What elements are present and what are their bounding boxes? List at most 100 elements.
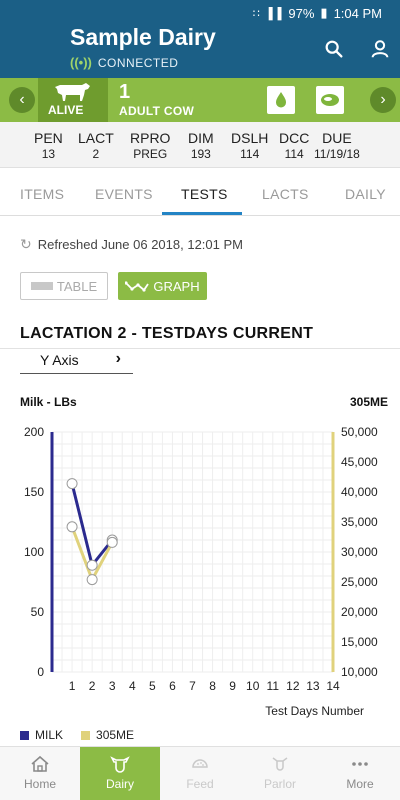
left-tick-label: 0 <box>37 665 44 679</box>
left-tick-label: 150 <box>24 485 44 499</box>
nav-more[interactable]: More <box>320 747 400 800</box>
x-tick-label: 9 <box>229 679 236 693</box>
app-title: Sample Dairy <box>70 24 216 50</box>
stat-dslh: DSLH 114 <box>231 130 269 161</box>
signal-icon: ∷ ▐▐ <box>252 7 283 20</box>
tab-events[interactable]: EVENTS <box>95 186 153 202</box>
stat-due: DUE 11/19/18 <box>314 130 360 161</box>
data-point-305me <box>86 574 98 586</box>
feed-icon <box>192 759 208 768</box>
animal-status: ALIVE <box>48 103 84 117</box>
stat-dcc: DCC 114 <box>279 130 310 161</box>
animal-status-block: ALIVE <box>38 78 108 122</box>
tab-bar: ITEMS EVENTS TESTS LACTS DAILY <box>0 172 400 216</box>
active-tab-indicator <box>162 212 242 215</box>
stat-pen: PEN 13 <box>34 130 63 161</box>
broadcast-icon: ((•)) <box>70 55 92 70</box>
more-icon <box>352 762 368 766</box>
data-point-milk <box>66 478 78 490</box>
x-tick-label: 10 <box>246 679 260 693</box>
nav-dairy-label: Dairy <box>105 777 134 791</box>
nav-more-label: More <box>346 777 374 791</box>
legend-swatch-305me <box>81 730 91 740</box>
graph-view-button[interactable]: GRAPH <box>118 272 207 300</box>
search-icon[interactable] <box>323 38 345 60</box>
left-axis-title: Milk - LBs <box>20 395 77 409</box>
graph-icon <box>125 281 150 292</box>
divider <box>0 348 400 349</box>
status-bar: ∷ ▐▐ 97% ▮ 1:04 PM <box>253 5 382 21</box>
right-tick-label: 10,000 <box>341 665 378 679</box>
battery-level: 97% <box>288 5 315 21</box>
tab-lacts[interactable]: LACTS <box>262 186 309 202</box>
right-tick-label: 35,000 <box>341 515 378 529</box>
animal-type: ADULT COW <box>119 104 195 118</box>
right-axis-title: 305ME <box>349 395 388 409</box>
stat-dim: DIM 193 <box>188 130 214 161</box>
x-tick-label: 11 <box>267 679 280 693</box>
water-drop-button[interactable] <box>267 86 295 114</box>
legend-item-305me: 305ME <box>81 728 134 742</box>
x-tick-label: 1 <box>69 679 76 693</box>
nav-feed-label: Feed <box>186 777 214 791</box>
left-tick-label: 100 <box>24 545 44 559</box>
x-tick-label: 12 <box>286 679 300 693</box>
test-days-chart: 0 50 100 150 200 10,000 15,000 20,000 25,000 30,0… <box>24 425 378 693</box>
connection-status: ((•)) CONNECTED <box>70 55 178 70</box>
parlor-icon <box>272 757 288 771</box>
app-header: ∷ ▐▐ 97% ▮ 1:04 PM Sample Dairy ((•)) CO… <box>0 0 400 78</box>
feed-sample-icon <box>321 94 339 106</box>
table-view-label: TABLE <box>56 278 98 294</box>
chart-legend: MILK 305ME <box>20 728 134 742</box>
right-tick-label: 20,000 <box>341 605 378 619</box>
nav-parlor-label: Parlor <box>263 777 296 791</box>
right-tick-label: 40,000 <box>341 485 378 499</box>
x-tick-label: 8 <box>209 679 216 693</box>
x-axis-title: Test Days Number <box>265 704 364 718</box>
refresh-icon[interactable]: ↻ <box>20 236 32 252</box>
refreshed-text: Refreshed June 06 2018, 12:01 PM <box>37 237 243 252</box>
nav-parlor[interactable]: Parlor <box>240 747 320 800</box>
y-axis-selector-label: Y Axis <box>40 352 79 368</box>
nav-home-label: Home <box>23 777 56 791</box>
tab-items[interactable]: ITEMS <box>20 186 65 202</box>
y-axis-selector[interactable]: Y Axis › <box>20 350 133 374</box>
cow-icon <box>55 83 90 101</box>
animal-stats: PEN 13 LACT 2 RPRO PREG DIM 193 DSLH 114 DCC 1… <box>0 122 400 168</box>
data-point-305me <box>106 536 118 548</box>
chevron-right-icon: › <box>115 350 121 367</box>
home-icon <box>31 755 49 772</box>
nav-feed[interactable]: Feed <box>160 747 240 800</box>
x-tick-label: 6 <box>169 679 176 693</box>
right-tick-label: 15,000 <box>341 635 378 649</box>
x-tick-label: 13 <box>306 679 320 693</box>
x-tick-label: 14 <box>326 679 340 693</box>
clock: 1:04 PM <box>333 5 382 21</box>
stat-lact: LACT 2 <box>78 130 114 161</box>
cow-icon <box>110 756 130 773</box>
tab-daily[interactable]: DAILY <box>345 186 386 202</box>
next-animal-button[interactable]: › <box>370 87 396 113</box>
water-drop-icon <box>276 92 286 108</box>
nav-dairy[interactable]: Dairy <box>80 747 160 800</box>
user-icon[interactable] <box>369 38 391 60</box>
feed-sample-button[interactable] <box>316 86 344 114</box>
x-tick-label: 7 <box>189 679 196 693</box>
x-tick-label: 4 <box>129 679 136 693</box>
nav-home[interactable]: Home <box>0 747 80 800</box>
data-point-305me <box>66 521 78 533</box>
stat-rpro: RPRO PREG <box>130 130 171 161</box>
legend-item-milk: MILK <box>20 728 63 742</box>
left-tick-label: 200 <box>24 425 44 439</box>
section-title: LACTATION 2 - TESTDAYS CURRENT <box>20 325 314 342</box>
connection-label: CONNECTED <box>97 55 179 70</box>
refreshed-status: ↻ Refreshed June 06 2018, 12:01 PM <box>20 236 243 253</box>
data-point-milk <box>86 559 98 571</box>
animal-band: ‹ ALIVE 1 ADULT COW › <box>0 78 400 122</box>
battery-icon: ▮ <box>320 5 328 20</box>
previous-animal-button[interactable]: ‹ <box>9 87 35 113</box>
table-icon <box>30 282 53 290</box>
table-view-button[interactable]: TABLE <box>20 272 108 300</box>
tab-tests[interactable]: TESTS <box>181 186 228 202</box>
